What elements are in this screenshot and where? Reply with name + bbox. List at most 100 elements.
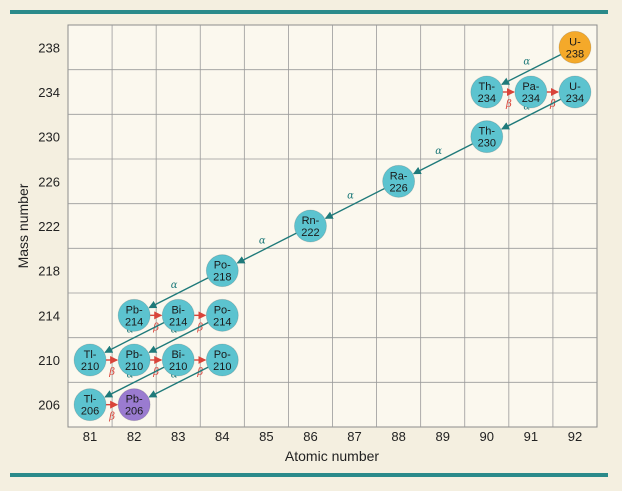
nuclide-marker: Po-214 bbox=[205, 298, 239, 332]
nuclide-mass: 210 bbox=[169, 361, 187, 373]
nuclide-symbol: U- bbox=[569, 36, 581, 48]
nuclide-circle bbox=[73, 343, 107, 377]
alpha-label: α bbox=[259, 235, 266, 246]
nuclide-symbol: Th- bbox=[479, 126, 496, 138]
beta-label: β bbox=[152, 322, 159, 333]
nuclide-circle bbox=[117, 298, 151, 332]
x-tick-labels: 81 82 83 84 85 86 87 88 89 90 91 92 bbox=[83, 429, 582, 444]
nuclide-circle bbox=[205, 298, 239, 332]
alpha-decay-arrow bbox=[236, 232, 297, 264]
nuclide-circle bbox=[470, 120, 504, 154]
x-tick-label: 88 bbox=[391, 429, 405, 444]
beta-label: β bbox=[152, 367, 159, 378]
nuclide-symbol: Tl- bbox=[84, 349, 97, 361]
nuclide-marker: Pb-210 bbox=[117, 343, 151, 377]
nuclide-symbol: Bi- bbox=[171, 349, 185, 361]
nuclide-mass: 222 bbox=[301, 227, 319, 239]
nuclide-circle bbox=[161, 298, 195, 332]
nuclide-symbol: Tl- bbox=[84, 394, 97, 406]
nuclide-marker: Bi-214 bbox=[161, 298, 195, 332]
nuclide-symbol: Pb- bbox=[126, 349, 143, 361]
nuclide-circle bbox=[294, 209, 327, 243]
nuclide-circle bbox=[514, 75, 548, 109]
nuclide-symbol: Rn- bbox=[302, 215, 320, 227]
nuclide-marker: Pb-214 bbox=[117, 298, 151, 332]
nuclide-marker: Pb-206 bbox=[117, 388, 151, 422]
x-tick-label: 86 bbox=[303, 429, 317, 444]
nuclide-symbol: Ra- bbox=[390, 170, 408, 182]
alpha-decay-arrow bbox=[104, 366, 165, 398]
y-axis-label: Mass number bbox=[15, 183, 31, 268]
nuclide-marker: Tl-206 bbox=[73, 388, 107, 422]
nuclide-marker: Tl-210 bbox=[73, 343, 107, 377]
nuclide-symbol: Pb- bbox=[126, 394, 143, 406]
nuclide-symbol: Po- bbox=[214, 260, 231, 272]
y-tick-label: 230 bbox=[38, 130, 60, 145]
nuclide-marker: U-234 bbox=[558, 75, 592, 109]
nuclide-marker: Bi-210 bbox=[161, 343, 195, 377]
nuclide-circle bbox=[73, 388, 107, 422]
nuclide-symbol: Pa- bbox=[522, 81, 539, 93]
x-axis-label: Atomic number bbox=[285, 448, 379, 464]
y-tick-label: 206 bbox=[38, 398, 60, 413]
nuclide-symbol: Bi- bbox=[171, 304, 185, 316]
nuclide-mass: 238 bbox=[566, 48, 584, 60]
nuclide-mass: 206 bbox=[81, 406, 99, 418]
x-tick-label: 92 bbox=[568, 429, 582, 444]
nuclide-marker: Pa-234 bbox=[514, 75, 548, 109]
x-tick-label: 91 bbox=[524, 429, 538, 444]
nuclide-circle bbox=[161, 343, 195, 377]
nuclide-circle bbox=[558, 75, 592, 109]
x-tick-label: 89 bbox=[435, 429, 449, 444]
nuclide-marker: U-238 bbox=[558, 30, 592, 64]
x-tick-label: 82 bbox=[127, 429, 141, 444]
x-tick-label: 81 bbox=[83, 429, 97, 444]
beta-label: β bbox=[108, 367, 115, 378]
nuclide-circle bbox=[205, 254, 239, 288]
alpha-decay-arrow bbox=[104, 321, 165, 353]
alpha-decay-arrow bbox=[148, 277, 209, 309]
nuclide-circle bbox=[558, 30, 592, 64]
nuclide-symbol: Th- bbox=[479, 81, 496, 93]
nuclide-mass: 214 bbox=[213, 316, 231, 328]
x-tick-label: 85 bbox=[259, 429, 273, 444]
alpha-decay-arrow bbox=[501, 53, 562, 85]
y-tick-label: 238 bbox=[38, 40, 60, 55]
alpha-decay-arrow bbox=[324, 187, 385, 219]
nuclide-marker: Po-218 bbox=[205, 254, 239, 288]
nuclide-mass: 210 bbox=[125, 361, 143, 373]
beta-label: β bbox=[108, 412, 115, 423]
y-tick-label: 218 bbox=[38, 264, 60, 279]
alpha-decay-arrow bbox=[148, 321, 209, 353]
alpha-label: α bbox=[347, 191, 354, 202]
beta-label: β bbox=[196, 367, 203, 378]
nuclide-mass: 234 bbox=[478, 93, 496, 105]
nuclide-marker: Ra-226 bbox=[382, 164, 416, 198]
nuclide-mass: 218 bbox=[213, 272, 231, 284]
nuclide-circle bbox=[117, 343, 151, 377]
y-tick-label: 214 bbox=[38, 308, 60, 323]
nuclide-mass: 214 bbox=[169, 316, 187, 328]
alpha-decay-arrow bbox=[412, 143, 473, 175]
nuclide-symbol: Po- bbox=[214, 349, 231, 361]
y-tick-label: 234 bbox=[38, 85, 60, 100]
nuclide-mass: 206 bbox=[125, 406, 143, 418]
beta-label: β bbox=[196, 322, 203, 333]
alpha-label: α bbox=[435, 146, 442, 157]
x-tick-label: 90 bbox=[480, 429, 494, 444]
nuclide-circle bbox=[382, 164, 416, 198]
nuclide-mass: 214 bbox=[125, 316, 143, 328]
top-frame-bar bbox=[10, 10, 608, 14]
nuclide-symbol: Po- bbox=[214, 304, 231, 316]
nuclide-symbol: Pb- bbox=[126, 304, 143, 316]
alpha-decay-arrow bbox=[148, 366, 209, 398]
bottom-frame-bar bbox=[10, 473, 608, 477]
nuclide-circle bbox=[117, 388, 151, 422]
nuclide-circle bbox=[205, 343, 239, 377]
x-tick-label: 87 bbox=[347, 429, 361, 444]
nuclide-mass: 230 bbox=[478, 138, 496, 150]
alpha-label: α bbox=[523, 57, 530, 68]
alpha-label: α bbox=[171, 280, 178, 291]
